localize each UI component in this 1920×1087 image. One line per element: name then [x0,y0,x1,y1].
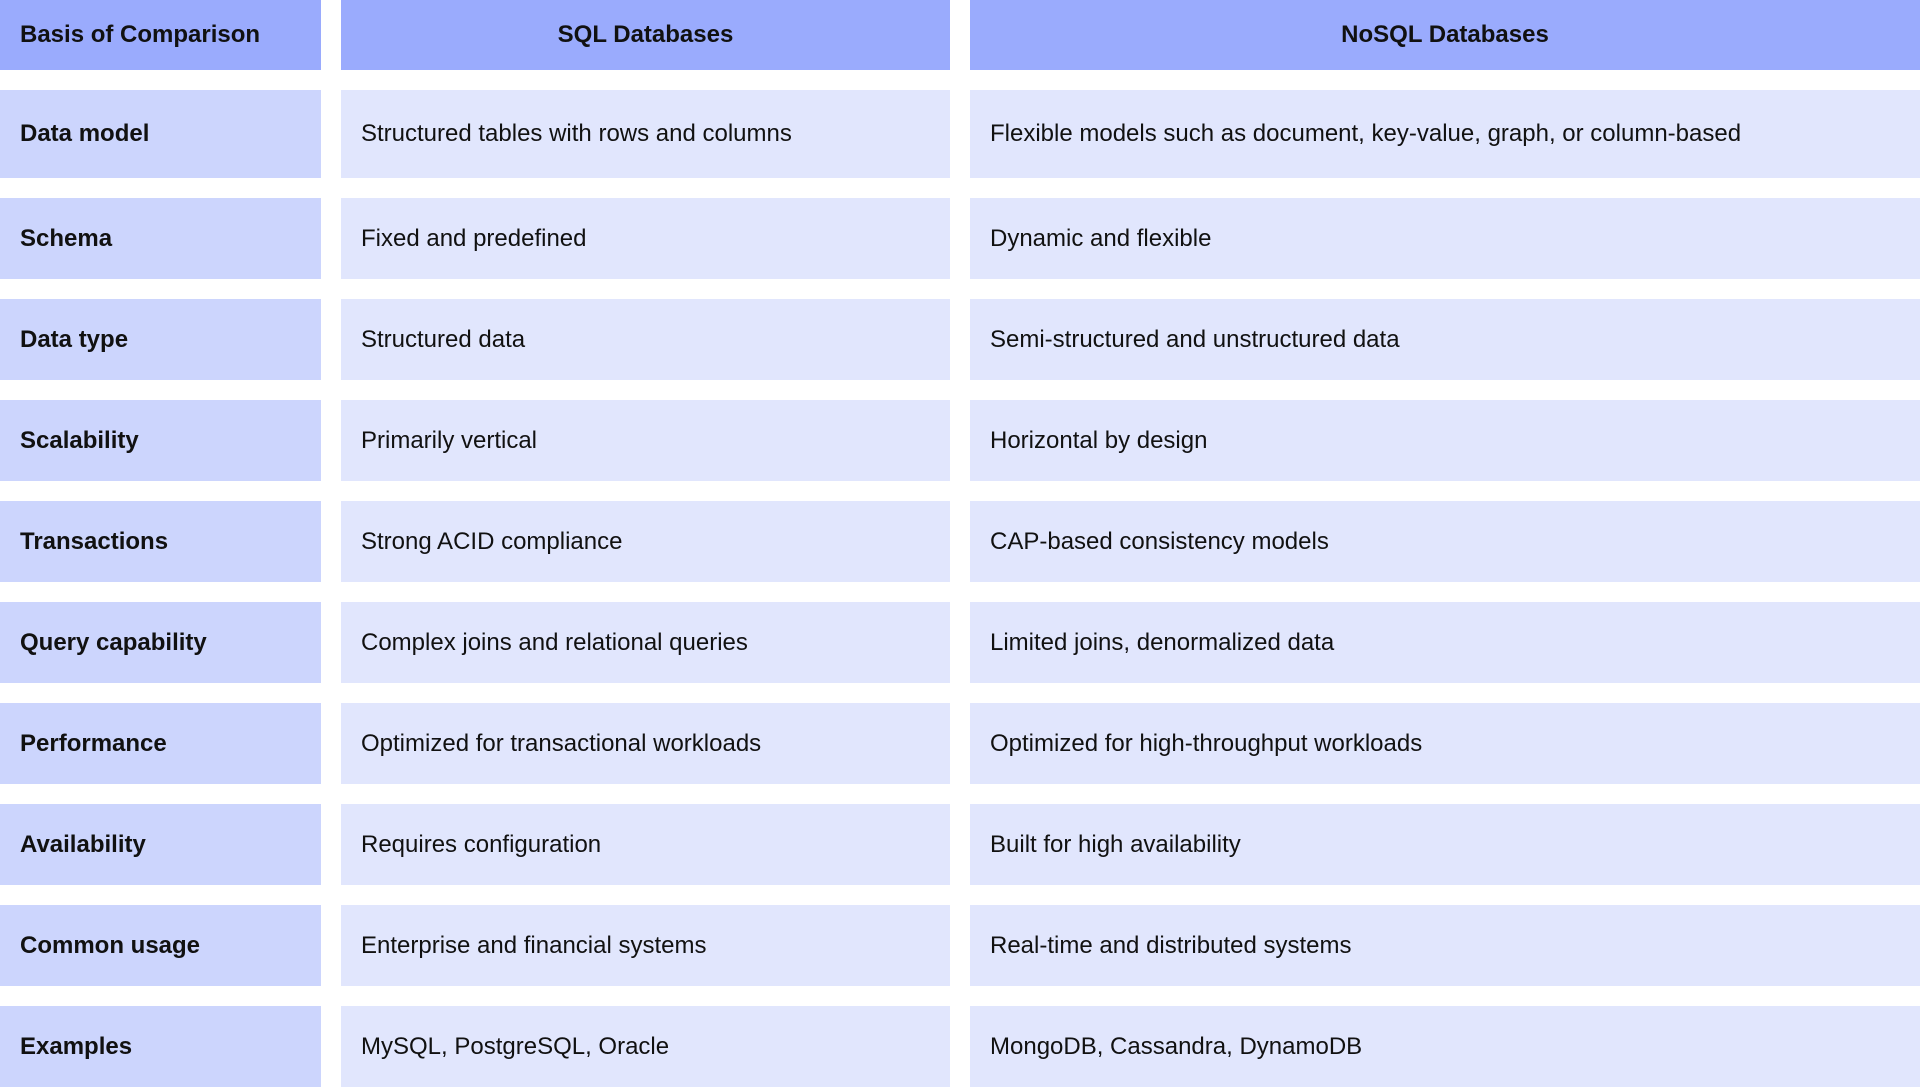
table-cell-nosql: MongoDB, Cassandra, DynamoDB [970,1006,1920,1087]
table-cell-nosql: Horizontal by design [970,400,1920,481]
table-cell-sql: MySQL, PostgreSQL, Oracle [341,1006,950,1087]
table-cell-sql: Enterprise and financial systems [341,905,950,986]
table-cell-sql: Optimized for transactional workloads [341,703,950,784]
table-cell-basis: Data model [0,90,321,178]
table-cell-sql: Structured data [341,299,950,380]
table-cell-basis: Performance [0,703,321,784]
header-sql: SQL Databases [341,0,950,70]
table-cell-basis: Schema [0,198,321,279]
header-basis: Basis of Comparison [0,0,321,70]
table-cell-sql: Structured tables with rows and columns [341,90,950,178]
table-cell-sql: Complex joins and relational queries [341,602,950,683]
table-cell-nosql: Built for high availability [970,804,1920,885]
table-cell-nosql: CAP-based consistency models [970,501,1920,582]
table-cell-sql: Requires configuration [341,804,950,885]
table-cell-nosql: Semi-structured and unstructured data [970,299,1920,380]
table-cell-basis: Availability [0,804,321,885]
header-nosql: NoSQL Databases [970,0,1920,70]
table-cell-nosql: Real-time and distributed systems [970,905,1920,986]
table-cell-basis: Query capability [0,602,321,683]
table-cell-nosql: Optimized for high-throughput workloads [970,703,1920,784]
table-cell-sql: Strong ACID compliance [341,501,950,582]
table-cell-basis: Examples [0,1006,321,1087]
table-cell-basis: Transactions [0,501,321,582]
table-cell-nosql: Flexible models such as document, key-va… [970,90,1920,178]
table-cell-sql: Primarily vertical [341,400,950,481]
table-cell-nosql: Limited joins, denormalized data [970,602,1920,683]
table-cell-nosql: Dynamic and flexible [970,198,1920,279]
table-cell-basis: Data type [0,299,321,380]
table-cell-basis: Scalability [0,400,321,481]
table-cell-basis: Common usage [0,905,321,986]
table-cell-sql: Fixed and predefined [341,198,950,279]
